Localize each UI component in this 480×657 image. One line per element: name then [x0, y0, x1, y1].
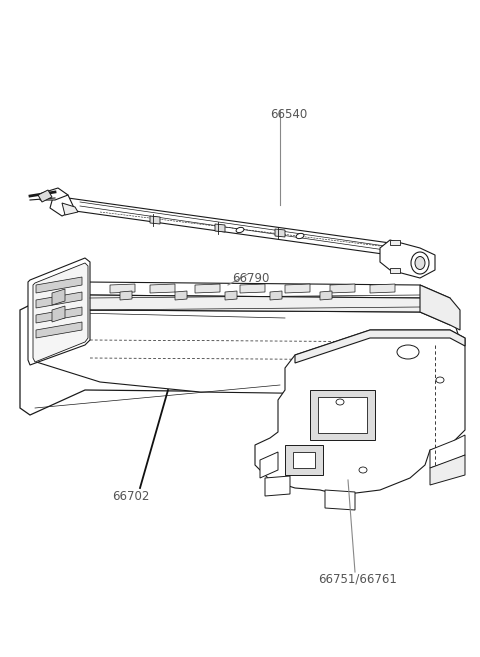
Polygon shape	[175, 291, 187, 300]
Polygon shape	[295, 330, 465, 363]
Polygon shape	[36, 277, 82, 293]
Ellipse shape	[436, 377, 444, 383]
Bar	[318, 397, 367, 433]
Polygon shape	[285, 284, 310, 293]
Polygon shape	[36, 292, 82, 308]
Polygon shape	[150, 216, 160, 224]
Ellipse shape	[296, 233, 304, 238]
Polygon shape	[320, 291, 332, 300]
Polygon shape	[38, 190, 52, 202]
Text: 66702: 66702	[112, 490, 149, 503]
Polygon shape	[52, 306, 65, 322]
Polygon shape	[225, 291, 237, 300]
Ellipse shape	[415, 256, 425, 269]
Polygon shape	[390, 240, 400, 245]
Polygon shape	[120, 291, 132, 300]
Ellipse shape	[336, 399, 344, 405]
Polygon shape	[30, 282, 450, 318]
Polygon shape	[150, 284, 175, 293]
Polygon shape	[28, 258, 90, 365]
Polygon shape	[215, 224, 225, 232]
Polygon shape	[420, 285, 460, 330]
Polygon shape	[380, 240, 435, 278]
Polygon shape	[52, 289, 65, 305]
Ellipse shape	[411, 252, 429, 274]
Bar	[293, 452, 315, 468]
Ellipse shape	[236, 227, 244, 233]
Ellipse shape	[359, 467, 367, 473]
Polygon shape	[195, 284, 220, 293]
Polygon shape	[62, 203, 78, 215]
Polygon shape	[30, 310, 460, 395]
Text: 66790: 66790	[232, 272, 269, 285]
Bar	[285, 445, 323, 475]
Bar	[310, 390, 375, 440]
Polygon shape	[275, 229, 285, 237]
Polygon shape	[68, 198, 390, 255]
Polygon shape	[260, 452, 278, 478]
Text: 66540: 66540	[270, 108, 307, 121]
Polygon shape	[390, 268, 400, 273]
Polygon shape	[430, 455, 465, 485]
Polygon shape	[270, 291, 282, 300]
Polygon shape	[50, 190, 75, 216]
Polygon shape	[265, 476, 290, 496]
Polygon shape	[370, 284, 395, 293]
Polygon shape	[110, 284, 135, 293]
Polygon shape	[36, 322, 82, 338]
Polygon shape	[30, 295, 450, 333]
Ellipse shape	[397, 345, 419, 359]
Polygon shape	[255, 330, 465, 495]
Polygon shape	[40, 188, 68, 200]
Polygon shape	[330, 284, 355, 293]
Polygon shape	[36, 307, 82, 323]
Text: 66751/66761: 66751/66761	[318, 572, 397, 585]
Polygon shape	[20, 305, 295, 415]
Polygon shape	[325, 490, 355, 510]
Polygon shape	[33, 263, 88, 362]
Polygon shape	[240, 284, 265, 293]
Polygon shape	[430, 435, 465, 468]
